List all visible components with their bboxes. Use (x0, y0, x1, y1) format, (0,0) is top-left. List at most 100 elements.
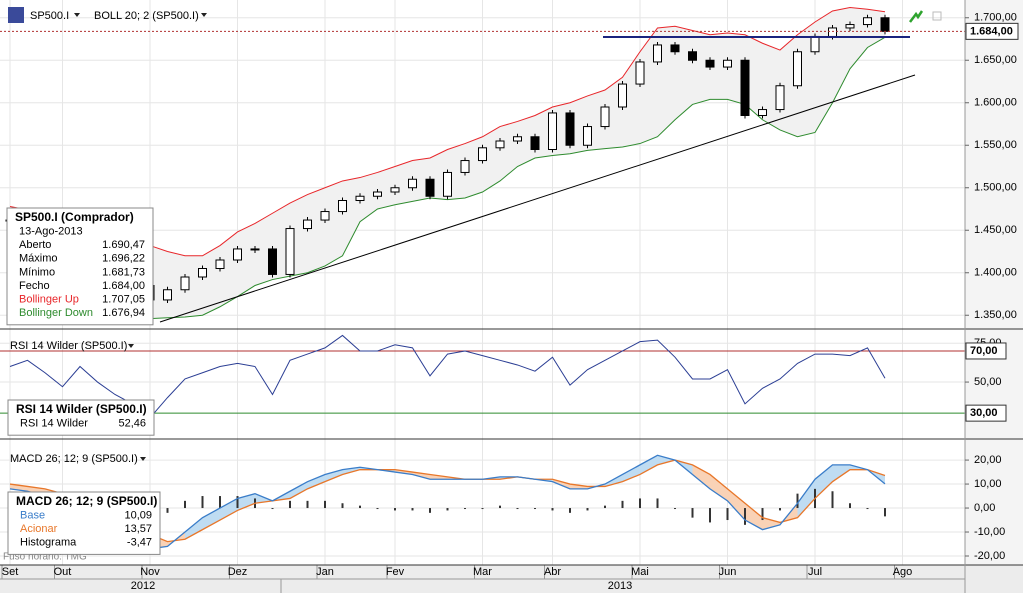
histogram-bar (691, 508, 694, 518)
candle (390, 187, 400, 193)
macd-title[interactable]: MACD 26; 12; 9 (SP500.I) (10, 453, 138, 465)
histogram-bar (376, 508, 379, 510)
candle (460, 160, 470, 173)
candle (775, 85, 785, 111)
candle (425, 178, 435, 197)
info-box (6, 207, 154, 326)
candle (565, 112, 575, 146)
histogram-bar (779, 508, 781, 511)
histogram-bar (516, 508, 519, 510)
macd-fill (815, 464, 833, 499)
candle (163, 289, 172, 301)
indicator[interactable]: BOLL 20; 2 (SP500.I) (94, 10, 199, 22)
level-box (965, 342, 1007, 360)
dropdown-arrow[interactable] (128, 344, 134, 348)
candle (688, 51, 697, 61)
macd-fill (325, 469, 343, 482)
y-tick-label: -20,00 (974, 550, 1005, 562)
rsi-title[interactable]: RSI 14 Wilder (SP500.I) (10, 340, 127, 352)
macd-fill (220, 498, 238, 521)
dropdown-arrow[interactable] (140, 457, 146, 461)
info-label: Histograma (20, 537, 77, 549)
histogram-bar (761, 508, 764, 521)
histogram-bar (639, 498, 641, 509)
macd-fill (710, 474, 728, 501)
last-price-label: 1.684,00 (970, 25, 1013, 37)
candle (215, 259, 225, 269)
y-tick-label: 1.450,00 (974, 224, 1017, 236)
candle (635, 61, 645, 85)
info-label: Máximo (19, 253, 58, 265)
candle (653, 44, 662, 63)
trend-line[interactable] (159, 74, 916, 323)
dropdown-arrow[interactable] (74, 13, 80, 17)
dropdown-arrow[interactable] (201, 13, 207, 17)
x-tick-label: Ago (893, 566, 913, 578)
candle (723, 59, 732, 68)
year-label: 2012 (131, 580, 155, 592)
histogram-bar (796, 493, 799, 509)
candle (793, 51, 802, 87)
histogram-bar (201, 496, 204, 509)
candle (408, 178, 417, 189)
level-box (965, 404, 1007, 422)
window-btn[interactable] (932, 11, 942, 21)
info-value: 10,09 (124, 510, 152, 522)
info-title: SP500.I (Comprador) (15, 210, 134, 224)
histogram-bar (411, 508, 414, 511)
candle (758, 109, 767, 117)
candle (180, 276, 190, 291)
histogram-bar (236, 496, 239, 509)
histogram-bar (586, 508, 589, 511)
info-box (7, 399, 155, 436)
candle (303, 219, 312, 230)
y-tick-label: 50,00 (974, 376, 1002, 388)
histogram-bar (831, 491, 834, 509)
bollinger-up (9, 7, 886, 257)
histogram-bar (289, 500, 291, 509)
trend-icon[interactable] (909, 10, 924, 23)
macd-fill (622, 464, 640, 482)
y-tick-label: 1.700,00 (974, 12, 1017, 24)
macd-fill (202, 508, 220, 530)
bollinger-band (10, 7, 885, 319)
macd-fill (307, 474, 325, 489)
x-tick-label: Set (2, 566, 19, 578)
right-axis-bg (965, 0, 1023, 565)
macd-fill (657, 455, 675, 465)
info-value: 1.690,47 (102, 239, 145, 251)
info-title: MACD 26; 12; 9 (SP500.I) (16, 494, 157, 508)
y-tick-label: 1.500,00 (974, 182, 1017, 194)
histogram-bar (551, 508, 554, 511)
symbol-icon[interactable] (8, 7, 24, 23)
x-tick-label: Jun (719, 566, 737, 578)
candle (548, 112, 557, 150)
info-label: Bollinger Down (19, 307, 93, 319)
info-title: RSI 14 Wilder (SP500.I) (16, 402, 147, 416)
candle (828, 27, 837, 37)
histogram-bar (306, 500, 309, 509)
candle (495, 140, 505, 149)
x-tick-label: Nov (140, 566, 160, 578)
candle (198, 268, 207, 278)
level-label: 30,00 (970, 407, 998, 419)
candle (233, 248, 242, 261)
histogram-bar (499, 505, 501, 509)
symbol[interactable]: SP500.I (30, 10, 69, 22)
histogram-bar (569, 508, 571, 513)
x-tick-label: Jul (808, 566, 822, 578)
histogram-bar (359, 505, 361, 509)
macd-fill (10, 484, 28, 492)
macd-fill (692, 464, 710, 489)
y-tick-label: 1.350,00 (974, 309, 1017, 321)
histogram-bar (866, 508, 869, 510)
histogram-bar (481, 508, 484, 510)
info-label: RSI 14 Wilder (20, 418, 88, 430)
y-tick-label: 1.600,00 (974, 97, 1017, 109)
candle (530, 136, 540, 150)
macd-fill (762, 517, 780, 530)
histogram-bar (604, 505, 606, 509)
info-value: -3,47 (127, 537, 152, 549)
candle (670, 44, 680, 53)
macd-fill (640, 455, 658, 475)
